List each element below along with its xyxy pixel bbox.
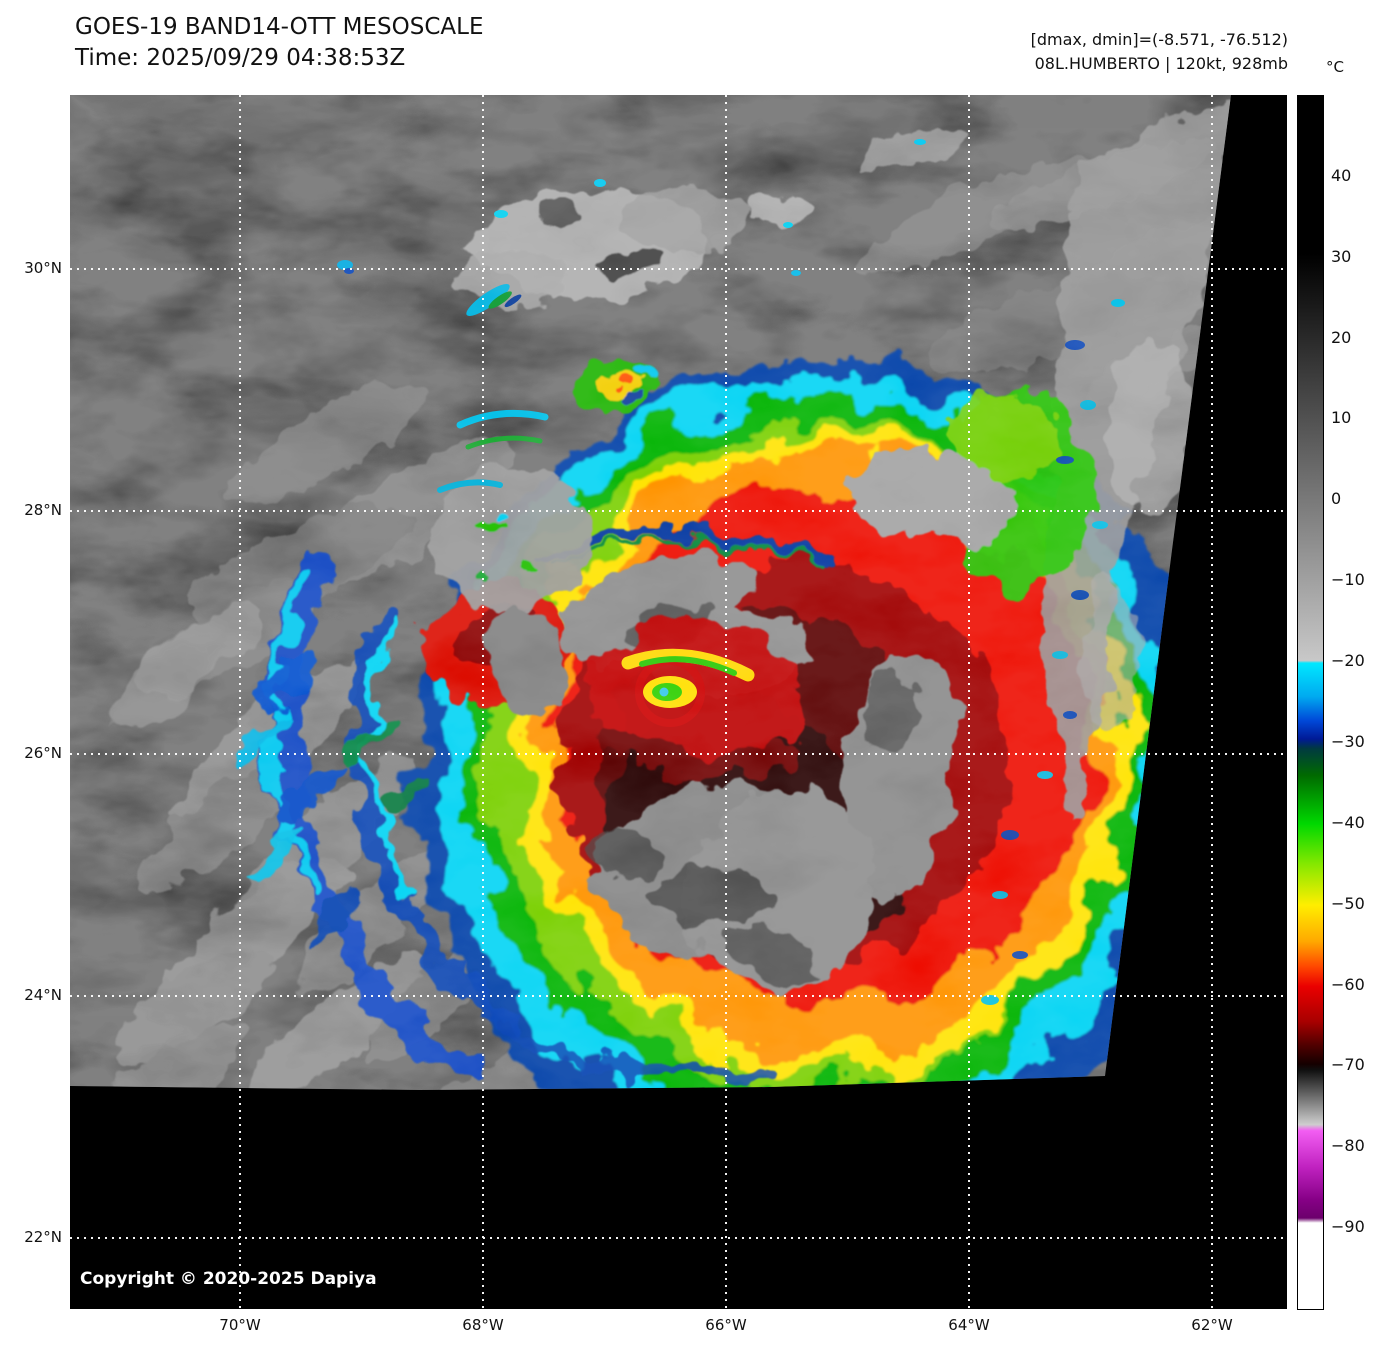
lon-label: 62°W xyxy=(1191,1316,1233,1334)
lat-label: 28°N xyxy=(24,501,62,520)
lon-label: 70°W xyxy=(219,1316,261,1334)
lat-label: 26°N xyxy=(24,743,62,762)
colorbar-tick-label: 0 xyxy=(1331,489,1342,509)
colorbar-tick-label: 20 xyxy=(1331,327,1352,347)
grid-line-horizontal xyxy=(70,510,1287,513)
storm-info: 08L.HUMBERTO | 120kt, 928mb xyxy=(1034,54,1288,73)
grid-line-horizontal xyxy=(70,268,1287,270)
colorbar-tick-label: 40 xyxy=(1331,165,1352,185)
colorbar-tick-label: −70 xyxy=(1331,1055,1365,1075)
colorbar-tick-label: −20 xyxy=(1331,651,1365,671)
satellite-image xyxy=(70,95,1231,1090)
lon-label: 66°W xyxy=(705,1316,747,1334)
grid-line-vertical xyxy=(968,95,970,1309)
temperature-colorbar xyxy=(1297,95,1324,1310)
grid-line-vertical xyxy=(1211,95,1213,1309)
copyright-text: Copyright © 2020-2025 Dapiya xyxy=(80,1269,377,1289)
grid-line-horizontal xyxy=(70,995,1287,998)
colorbar-tick-label: 10 xyxy=(1331,408,1352,428)
colorbar-tick-label: −30 xyxy=(1331,731,1365,751)
colorbar-unit-label: °C xyxy=(1326,58,1344,76)
lon-label: 68°W xyxy=(462,1316,504,1334)
grid-line-vertical xyxy=(482,95,484,1309)
lat-label: 22°N xyxy=(24,1228,62,1247)
texture-grain xyxy=(70,95,1231,1090)
grid-line-horizontal xyxy=(70,752,1287,755)
colorbar-tick-label: −50 xyxy=(1331,893,1365,913)
grid-line-vertical xyxy=(239,95,241,1309)
info-block: [dmax, dmin]=(-8.571, -76.512) 08L.HUMBE… xyxy=(1031,28,1288,76)
lat-label: 24°N xyxy=(24,986,62,1005)
colorbar-tick-label: −40 xyxy=(1331,812,1365,832)
colorbar-tick-label: −90 xyxy=(1331,1217,1365,1237)
page-title: GOES-19 BAND14-OTT MESOSCALE xyxy=(75,14,484,40)
colorbar-tick-label: −10 xyxy=(1331,570,1365,590)
satellite-map: Copyright © 2020-2025 Dapiya xyxy=(70,95,1287,1309)
timestamp: Time: 2025/09/29 04:38:53Z xyxy=(75,45,406,71)
lat-label: 30°N xyxy=(24,259,62,277)
colorbar-tick-label: −60 xyxy=(1331,974,1365,994)
grid-line-horizontal xyxy=(70,1237,1287,1240)
grid-line-vertical xyxy=(725,95,727,1309)
colorbar-tick-labels: 40 30 20 10 0 −10 −20 −30 −40 −50 −60 −70 −80 −90 xyxy=(1331,95,1381,1308)
colorbar-tick-label: −80 xyxy=(1331,1136,1365,1156)
title-block: GOES-19 BAND14-OTT MESOSCALE Time: 2025/… xyxy=(75,12,484,74)
dmax-dmin-readout: [dmax, dmin]=(-8.571, -76.512) xyxy=(1030,30,1288,49)
colorbar-tick-label: 30 xyxy=(1331,246,1352,266)
lon-label: 64°W xyxy=(948,1316,990,1334)
